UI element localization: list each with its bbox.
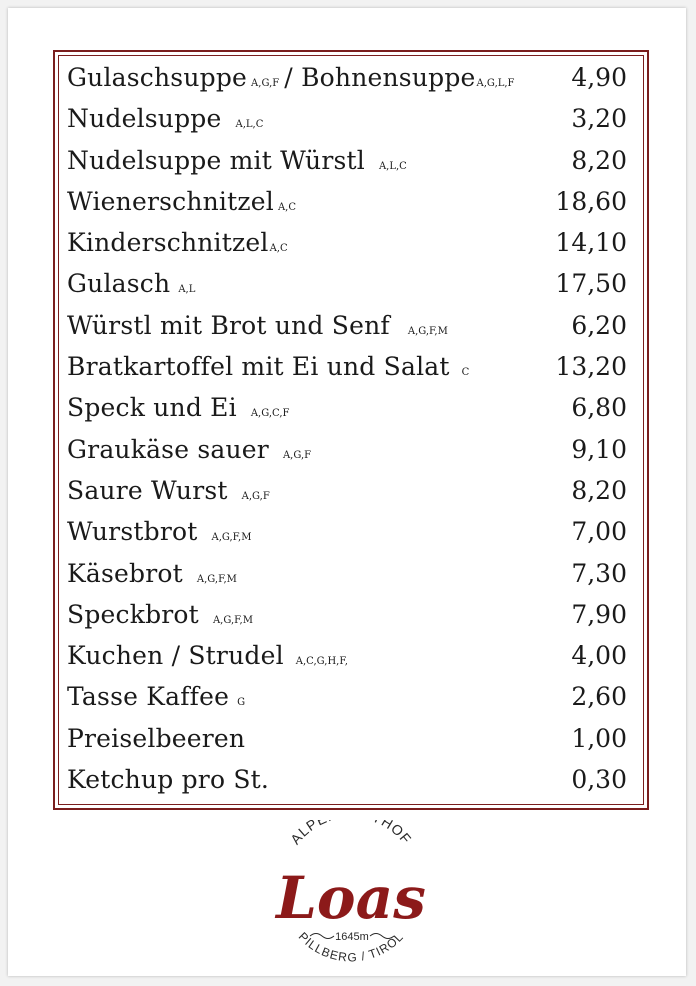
dish-price: 8,20 — [571, 145, 627, 175]
dish-price: 7,30 — [571, 558, 627, 588]
allergen-codes: A,G,F — [282, 449, 312, 461]
menu-item: Preiselbeeren 1,00 — [67, 718, 627, 759]
dish-name: Bratkartoffel mit Ei und Salat — [67, 352, 450, 382]
menu-item: Gulasch A,L 17,50 — [67, 263, 627, 304]
dish-price: 3,20 — [571, 104, 627, 134]
dish-name: Tasse Kaffee — [67, 682, 230, 712]
allergen-codes: A,G,F,M — [211, 532, 252, 544]
menu-item: Nudelsuppe A,L,C 3,20 — [67, 98, 627, 139]
dish-price: 13,20 — [555, 352, 627, 382]
menu-item: Ketchup pro St. 0,30 — [67, 759, 627, 800]
menu-frame-inner — [58, 55, 644, 805]
allergen-codes: A,G,F — [251, 78, 280, 89]
menu-frame — [53, 50, 649, 810]
menu-item: Graukäse sauer A,G,F 9,10 — [67, 429, 627, 470]
dish-price: 4,00 — [571, 641, 627, 671]
dish-price: 18,60 — [555, 186, 627, 216]
dish-name: Graukäse sauer — [67, 434, 269, 464]
dish-name: Saure Wurst — [67, 475, 228, 505]
menu-item: Speckbrot A,G,F,M 7,90 — [67, 594, 627, 635]
allergen-codes: A,L,C — [378, 160, 407, 172]
allergen-codes: A,G,F — [241, 490, 270, 502]
dish-price: 1,00 — [571, 723, 627, 753]
logo-name: Loas — [274, 864, 426, 932]
dish-name: Speck und Ei — [67, 393, 237, 423]
dish-name: Würstl mit Brot und Senf — [67, 310, 390, 340]
dish-price: 14,10 — [555, 228, 627, 258]
dish-name: Ketchup pro St. — [67, 765, 270, 795]
dish-price: 6,80 — [571, 393, 627, 423]
menu-item: Wienerschnitzel A,C 18,60 — [67, 181, 627, 222]
allergen-codes: A,G,F,M — [212, 614, 253, 626]
allergen-codes: A,L — [178, 284, 196, 296]
dish-name: Gulaschsuppe — [67, 63, 248, 92]
dish-name: Speckbrot — [67, 599, 199, 629]
logo-altitude: 1645m — [335, 931, 369, 943]
dish-price: 9,10 — [571, 434, 627, 464]
dish-price: 4,90 — [571, 63, 627, 92]
menu-list: Gulaschsuppe A,G,F / BohnensuppeA,G,L,F 4… — [67, 57, 627, 800]
svg-text:ALPENGASTHOF: ALPENGASTHOF — [287, 820, 415, 847]
dish-name: Nudelsuppe — [67, 104, 222, 134]
dish-price: 6,20 — [571, 310, 627, 340]
dish-name: Käsebrot — [67, 558, 183, 588]
menu-item: Bratkartoffel mit Ei und Salat C 13,20 — [67, 346, 627, 387]
allergen-codes: A,C,G,H,F, — [295, 656, 348, 668]
dish-name: Nudelsuppe mit Würstl — [67, 145, 365, 175]
allergen-codes: A,G,F,M — [407, 325, 448, 337]
menu-page: Gulaschsuppe A,G,F / BohnensuppeA,G,L,F 4… — [8, 8, 686, 976]
dish-name: Kuchen / Strudel — [67, 641, 284, 671]
dish-name: Preiselbeeren — [67, 723, 246, 753]
menu-item: KinderschnitzelA,C 14,10 — [67, 222, 627, 263]
allergen-codes: A,C — [277, 201, 296, 213]
menu-item: Gulaschsuppe A,G,F / BohnensuppeA,G,L,F 4… — [67, 57, 627, 98]
dish-name: Wurstbrot — [67, 517, 198, 547]
menu-item: Tasse Kaffee G 2,60 — [67, 676, 627, 717]
dish-price: 0,30 — [571, 765, 627, 795]
menu-item: Würstl mit Brot und Senf A,G,F,M 6,20 — [67, 305, 627, 346]
allergen-codes: C — [461, 367, 470, 379]
dish-price: 2,60 — [571, 682, 627, 712]
dish-name: Wienerschnitzel — [67, 186, 274, 216]
menu-item: Nudelsuppe mit Würstl A,L,C 8,20 — [67, 140, 627, 181]
menu-item: Wurstbrot A,G,F,M 7,00 — [67, 511, 627, 552]
logo-altitude-line — [309, 933, 395, 939]
dish-name: Gulasch — [67, 269, 171, 299]
dish-name: Kinderschnitzel — [67, 228, 269, 258]
menu-item: Kuchen / Strudel A,C,G,H,F, 4,00 — [67, 635, 627, 676]
allergen-codes-secondary: A,G,L,F — [476, 78, 515, 89]
dish-price: 8,20 — [571, 475, 627, 505]
dish-name-secondary: / Bohnensuppe — [284, 63, 476, 92]
logo-top-text: ALPENGASTHOF — [287, 820, 414, 847]
menu-item: Saure Wurst A,G,F 8,20 — [67, 470, 627, 511]
allergen-codes: G — [237, 697, 246, 709]
menu-item: Käsebrot A,G,F,M 7,30 — [67, 553, 627, 594]
allergen-codes: A,L,C — [235, 119, 264, 131]
dish-price: 17,50 — [555, 269, 627, 299]
restaurant-logo: ALPENGASTHOF Loas 1645m PILLBERG / TIROL — [274, 820, 426, 964]
dish-price: 7,90 — [571, 599, 627, 629]
menu-item: Speck und Ei A,G,C,F 6,80 — [67, 387, 627, 428]
allergen-codes: A,G,C,F — [250, 408, 290, 420]
allergen-codes: A,G,F,M — [196, 573, 237, 585]
dish-price: 7,00 — [571, 517, 627, 547]
allergen-codes: A,C — [269, 243, 288, 255]
